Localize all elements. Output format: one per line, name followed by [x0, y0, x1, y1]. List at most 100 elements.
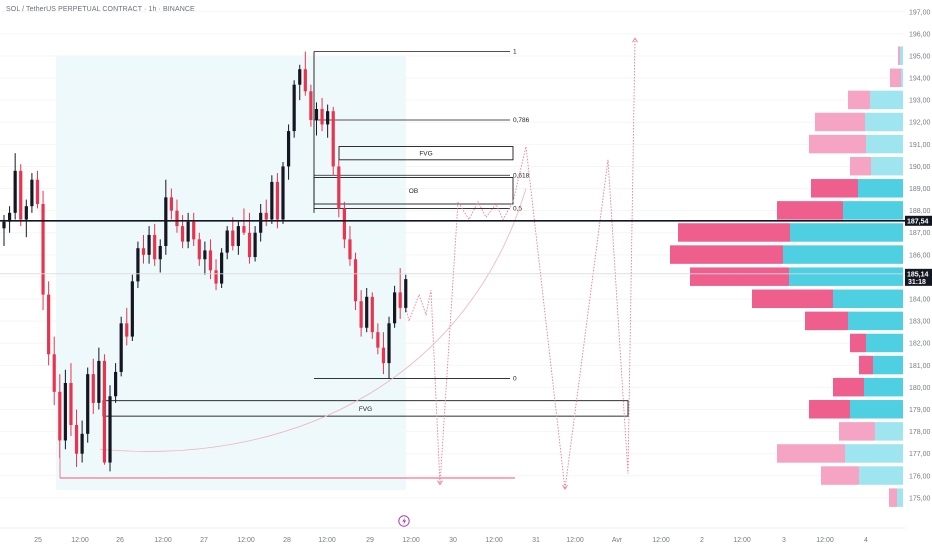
volume-profile-sell-bar [670, 245, 783, 264]
candle-body [365, 296, 369, 328]
volume-profile-buy-bar [858, 179, 903, 198]
y-tick-label: 175,00 [909, 495, 931, 502]
candle-body [231, 230, 235, 246]
x-tick-label: 2 [700, 537, 704, 544]
volume-profile-buy-bar [783, 245, 903, 264]
y-tick-label: 197,00 [909, 9, 931, 16]
candle-body [342, 208, 346, 240]
x-tick-label: 12:00 [566, 537, 584, 544]
volume-profile-buy-bar [848, 311, 903, 331]
projection-arc [99, 188, 527, 452]
volume-profile-buy-bar [875, 422, 903, 441]
y-tick-label: 181,00 [909, 363, 931, 370]
y-tick-label: 177,00 [909, 451, 931, 458]
candle-body [348, 239, 352, 260]
fib-level-label: 1 [513, 49, 517, 56]
candle-body [52, 354, 56, 392]
candle-body [30, 179, 34, 207]
candle-body [180, 226, 185, 242]
volume-profile-buy-bar [871, 156, 903, 176]
y-tick-label: 178,00 [909, 429, 931, 436]
candle-body [404, 279, 408, 308]
candle-body [125, 323, 129, 337]
candle-body [393, 292, 397, 324]
candle-body [74, 424, 79, 454]
x-tick-label: 12:00 [485, 537, 503, 544]
volume-profile-sell-bar [811, 179, 858, 198]
candle-body [13, 170, 17, 213]
candle-body [2, 221, 6, 229]
candle-body [286, 131, 291, 167]
volume-profile-buy-bar [864, 377, 903, 397]
zone-label: OB [409, 188, 418, 195]
x-tick-label: 25 [34, 537, 42, 544]
volume-profile-sell-bar [777, 444, 845, 463]
candle-body [86, 374, 90, 434]
candle-body [314, 108, 319, 121]
y-tick-label: 184,00 [909, 297, 931, 304]
candle-body [236, 226, 240, 246]
candle-body [91, 374, 95, 403]
y-tick-label: 183,00 [909, 319, 931, 326]
y-tick-label: 195,00 [909, 53, 931, 60]
projection-path [405, 38, 636, 490]
candle-body [247, 232, 252, 258]
price-tag [905, 268, 932, 286]
volume-profile-buy-bar [833, 289, 903, 309]
volume-profile-buy-bar [873, 355, 903, 375]
y-tick-label: 196,00 [909, 31, 931, 38]
candle-body [102, 360, 107, 463]
y-tick-label: 179,00 [909, 407, 931, 414]
x-tick-label: 4 [864, 537, 868, 544]
x-tick-label: 28 [283, 537, 291, 544]
volume-profile-sell-bar [848, 90, 870, 110]
y-tick-label: 180,00 [909, 385, 931, 392]
volume-profile-buy-bar [865, 112, 903, 132]
candle-body [303, 69, 307, 92]
volume-profile-buy-bar [900, 46, 903, 65]
candle-body [136, 248, 140, 282]
fib-level-label: 0,786 [513, 117, 530, 124]
candle-body [24, 206, 28, 220]
candle-body [309, 91, 313, 121]
pattern-range-highlight [56, 56, 406, 490]
event-lightning-icon[interactable] [398, 515, 410, 527]
volume-profile-buy-bar [901, 68, 903, 88]
volume-profile-buy-bar [859, 466, 903, 485]
x-tick-label: 12:00 [733, 537, 751, 544]
y-tick-label: 194,00 [909, 76, 931, 83]
candle-body [331, 111, 335, 167]
volume-profile-sell-bar [815, 112, 865, 132]
fib-level-label: 0 [513, 376, 517, 383]
y-tick-label: 188,00 [909, 208, 931, 215]
y-tick-label: 187,00 [909, 230, 931, 237]
x-tick-label: 31 [532, 537, 540, 544]
candle-body [370, 296, 374, 333]
y-tick-label: 192,00 [909, 120, 931, 127]
volume-profile-sell-bar [805, 311, 848, 331]
volume-profile-buy-bar [897, 488, 903, 507]
candle-body [19, 170, 23, 220]
x-tick-label: Avr [612, 537, 623, 544]
y-tick-label: 193,00 [909, 98, 931, 105]
x-tick-label: 27 [200, 537, 208, 544]
volume-profile-buy-bar [866, 333, 903, 353]
candle-body [97, 360, 101, 403]
candle-body [7, 212, 12, 222]
candle-body [130, 281, 134, 337]
x-tick-label: 12:00 [318, 537, 336, 544]
candle-body [320, 108, 324, 125]
candle-body [41, 204, 45, 295]
volume-profile-buy-bar [866, 134, 903, 154]
candle-body [359, 301, 363, 328]
volume-profile-sell-bar [898, 46, 900, 65]
volume-profile-sell-bar [752, 289, 833, 309]
y-tick-label: 186,00 [909, 252, 931, 259]
fib-level-label: 0,618 [513, 172, 530, 179]
candle-body [398, 292, 402, 308]
x-tick-label: 12:00 [237, 537, 255, 544]
price-tag [905, 215, 932, 226]
candle-body [381, 347, 386, 364]
